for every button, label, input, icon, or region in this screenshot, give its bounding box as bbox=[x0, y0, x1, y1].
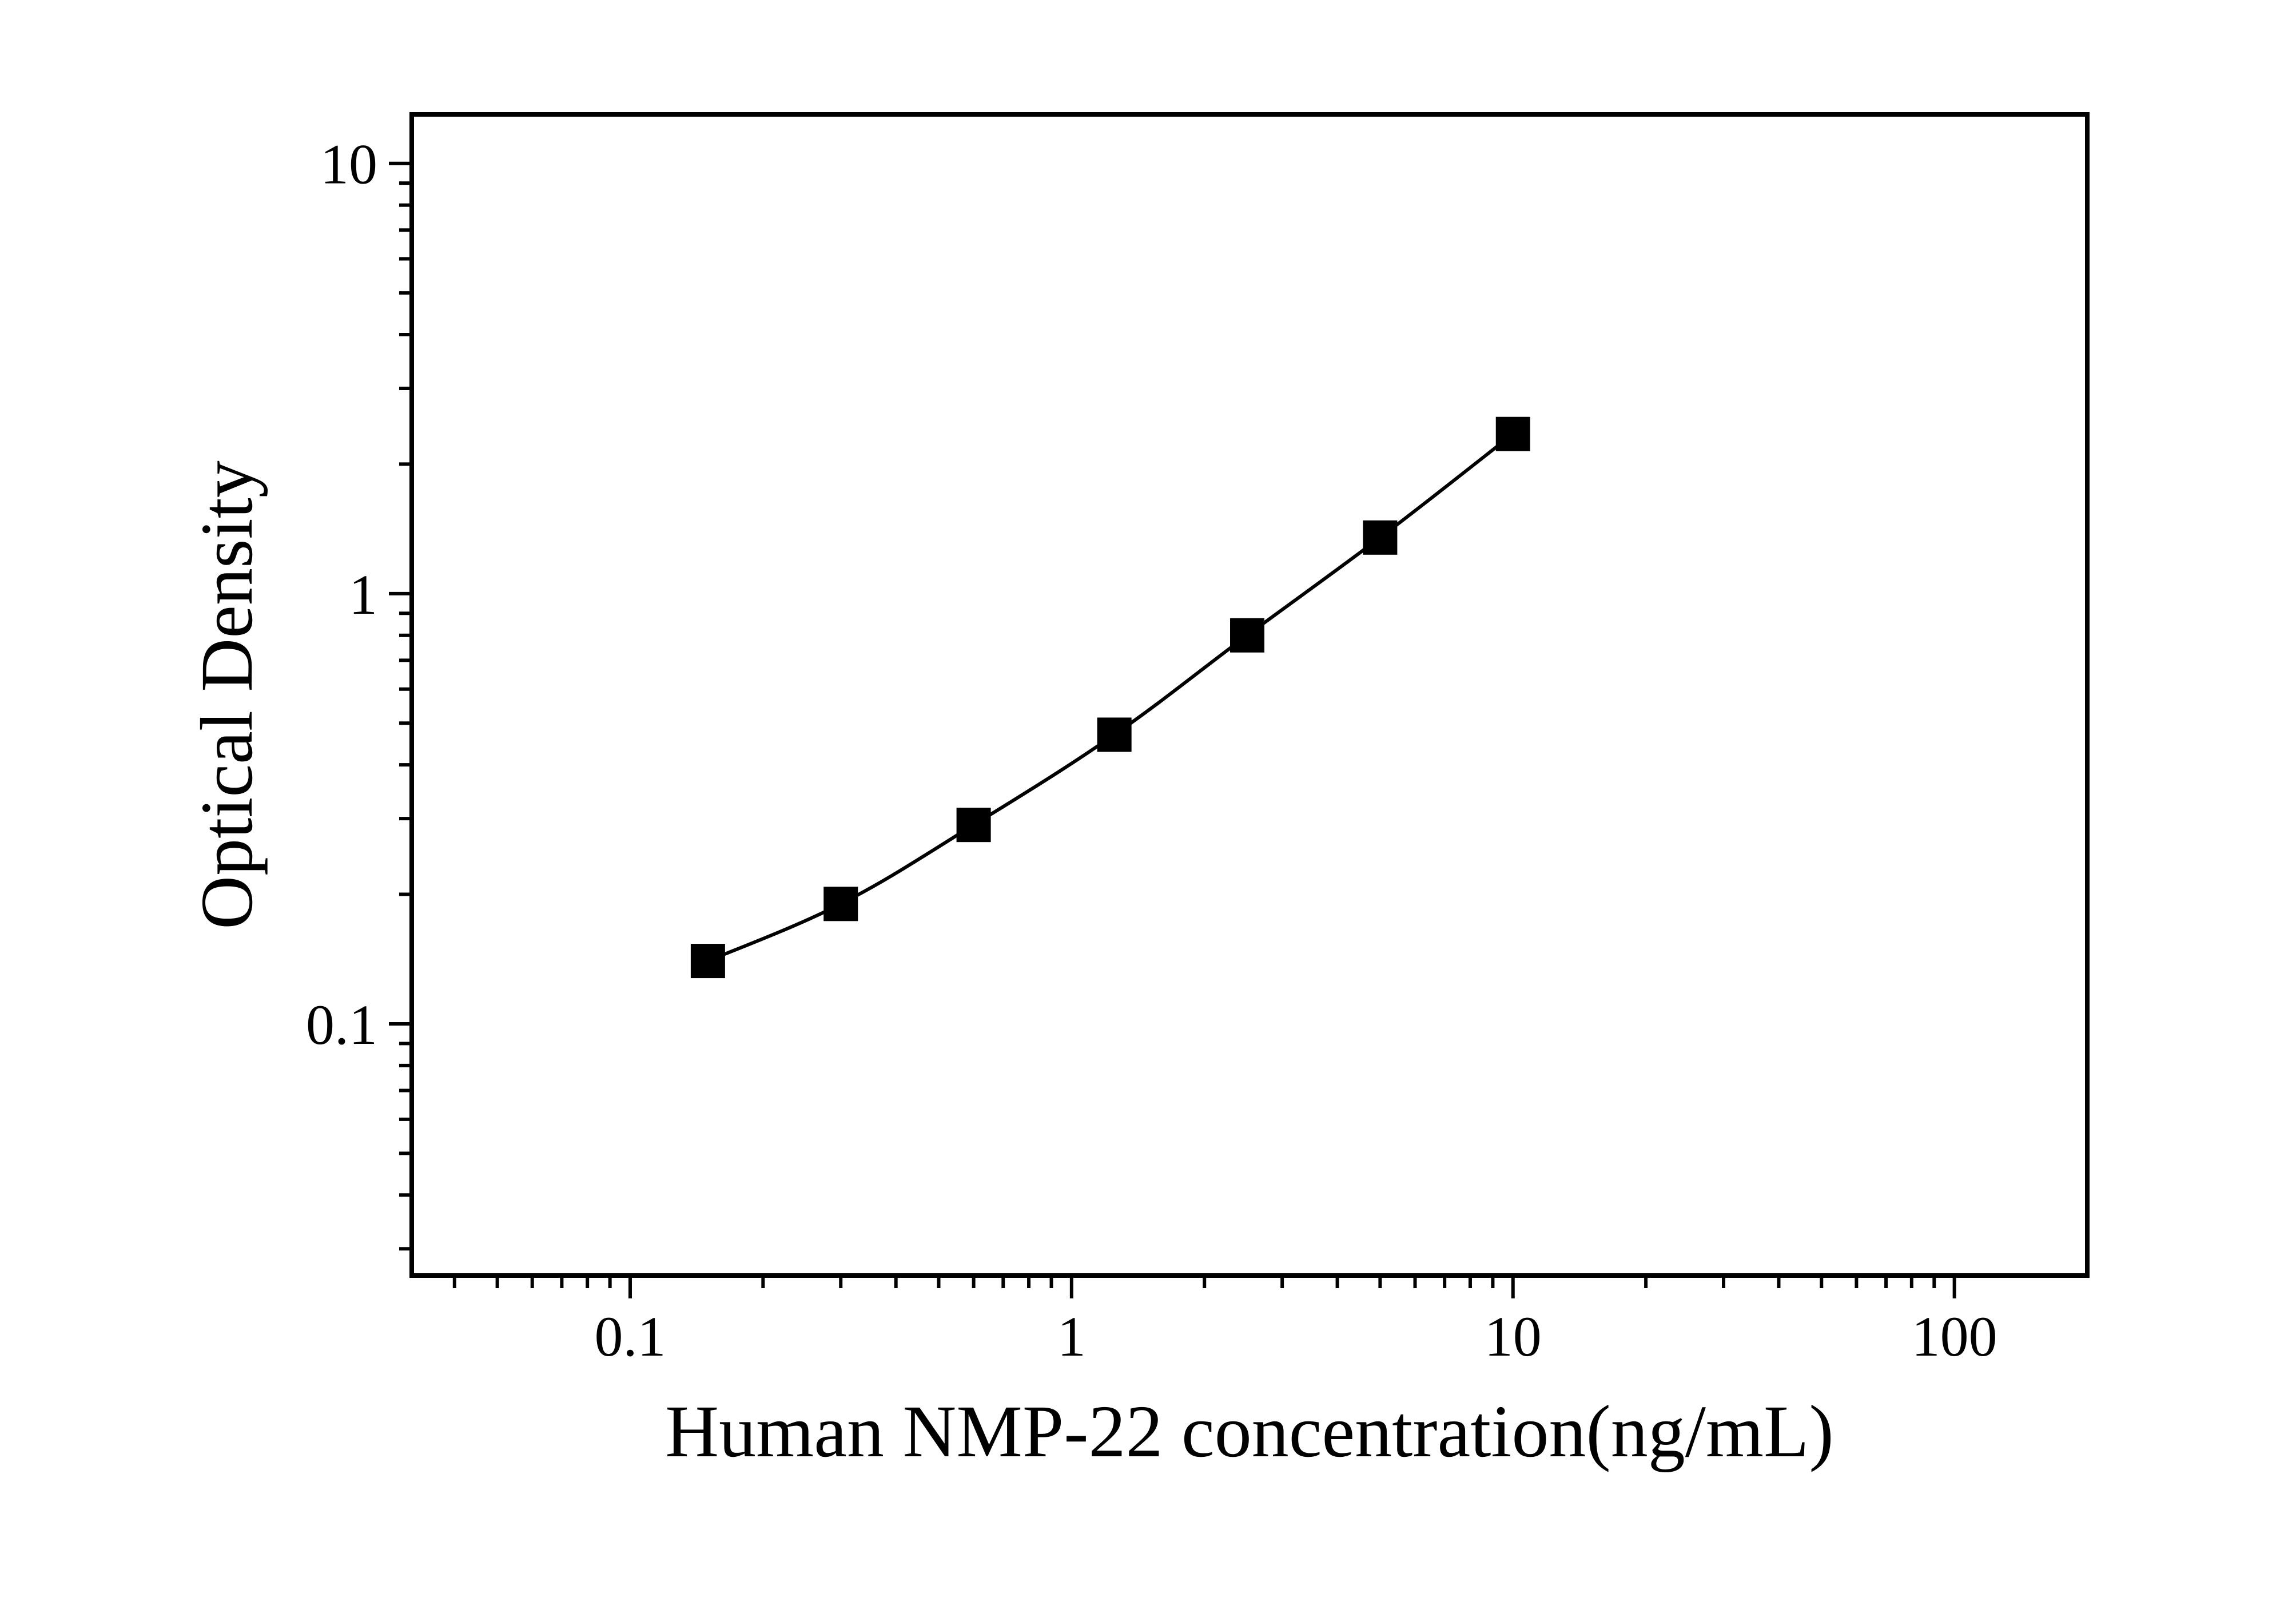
y-tick-label: 1 bbox=[349, 563, 377, 626]
data-point bbox=[957, 808, 991, 842]
data-point bbox=[1363, 521, 1397, 555]
x-tick-label: 10 bbox=[1485, 1305, 1542, 1368]
y-tick-label: 0.1 bbox=[306, 993, 377, 1056]
y-tick-label: 10 bbox=[320, 133, 377, 196]
data-point bbox=[1496, 417, 1530, 451]
standard-curve-chart: 0.1 1 10 100 Human NMP-22 concentration(ng/m… bbox=[0, 0, 2296, 1605]
x-axis-label: Human NMP-22 concentration(ng/mL) bbox=[665, 1391, 1833, 1473]
data-point bbox=[823, 887, 858, 921]
chart-container: 0.1 1 10 100 Human NMP-22 concentration(ng/m… bbox=[0, 0, 2296, 1605]
x-tick-label: 100 bbox=[1912, 1305, 1997, 1368]
data-point bbox=[1230, 618, 1264, 653]
x-tick-label: 1 bbox=[1057, 1305, 1086, 1368]
data-point bbox=[1097, 717, 1132, 752]
x-tick-label: 0.1 bbox=[594, 1305, 666, 1368]
y-axis-label: Optical Density bbox=[186, 460, 268, 929]
data-point bbox=[691, 944, 725, 978]
